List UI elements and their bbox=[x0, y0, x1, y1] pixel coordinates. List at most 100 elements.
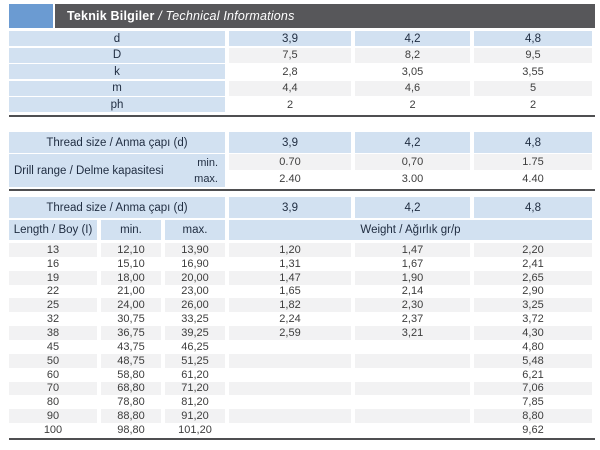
dim-label-cell: ph bbox=[9, 97, 225, 112]
max-cell: 23,00 bbox=[165, 284, 225, 299]
weight-cell bbox=[355, 423, 470, 437]
max-cell: 81,20 bbox=[165, 395, 225, 410]
length-cell: 16 bbox=[9, 256, 97, 271]
weight-cell bbox=[355, 353, 470, 368]
page-title-translation: / Technical Informations bbox=[154, 9, 295, 23]
weight-cell: 3,25 bbox=[474, 298, 592, 313]
min-header-cell: min. bbox=[101, 220, 161, 240]
max-cell: 46,25 bbox=[165, 339, 225, 354]
drill-min-cell: 0.70 bbox=[229, 154, 351, 170]
divider-rule bbox=[9, 189, 595, 191]
size-header-cell: 4,8 bbox=[474, 197, 592, 218]
table-row: 22 21,00 23,00 1,65 2,14 2,90 bbox=[9, 284, 592, 299]
min-cell: 15,10 bbox=[101, 256, 161, 271]
dimensions-table: d 3,9 4,2 4,8 D 7,5 8,2 9,5 k 2,8 3,05 3… bbox=[9, 31, 592, 112]
weight-cell bbox=[355, 339, 470, 354]
drill-max-cell: 4.40 bbox=[474, 171, 592, 187]
spec-value-cell: 5 bbox=[474, 80, 592, 96]
max-cell: 91,20 bbox=[165, 409, 225, 424]
min-cell: 12,10 bbox=[101, 243, 161, 257]
min-cell: 78,80 bbox=[101, 395, 161, 410]
table-row: 38 36,75 39,25 2,59 3,21 4,30 bbox=[9, 326, 592, 340]
weight-cell: 4,80 bbox=[474, 339, 592, 354]
max-cell: 71,20 bbox=[165, 381, 225, 396]
table-row: 90 88,80 91,20 8,80 bbox=[9, 409, 592, 424]
weight-cell bbox=[229, 353, 351, 368]
max-cell: 61,20 bbox=[165, 367, 225, 382]
table-row: 13 12,10 13,90 1,20 1,47 2,20 bbox=[9, 243, 592, 257]
dim-label-cell: d bbox=[9, 31, 225, 46]
weight-cell: 3,72 bbox=[474, 312, 592, 327]
drill-max-cell: 3.00 bbox=[355, 171, 470, 187]
weight-cell: 1,82 bbox=[229, 298, 351, 313]
table-row: 80 78,80 81,20 7,85 bbox=[9, 395, 592, 410]
min-cell: 58,80 bbox=[101, 367, 161, 382]
weight-cell bbox=[229, 423, 351, 437]
length-cell: 80 bbox=[9, 395, 97, 410]
table-row: 32 30,75 33,25 2,24 2,37 3,72 bbox=[9, 312, 592, 327]
spec-value-cell: 3,55 bbox=[474, 64, 592, 79]
min-cell: 98,80 bbox=[101, 423, 161, 437]
min-cell: 68,80 bbox=[101, 381, 161, 396]
drill-range-label-cell: Drill range / Delme kapasitesi min. max. bbox=[9, 154, 225, 187]
max-cell: 26,00 bbox=[165, 298, 225, 313]
drill-min-cell: 0,70 bbox=[355, 154, 470, 170]
size-header-cell: 4,8 bbox=[474, 31, 592, 46]
length-cell: 60 bbox=[9, 367, 97, 382]
weight-cell: 2,24 bbox=[229, 312, 351, 327]
weight-cell: 2,30 bbox=[355, 298, 470, 313]
weight-cell: 5,48 bbox=[474, 353, 592, 368]
weight-cell: 2,20 bbox=[474, 243, 592, 257]
weight-cell bbox=[355, 381, 470, 396]
table-row: 70 68,80 71,20 7,06 bbox=[9, 381, 592, 396]
max-header-cell: max. bbox=[165, 220, 225, 240]
size-header-cell: 4,8 bbox=[474, 132, 592, 153]
weight-cell: 1,67 bbox=[355, 256, 470, 271]
dim-label-cell: m bbox=[9, 80, 225, 96]
length-cell: 45 bbox=[9, 339, 97, 354]
spec-value-cell: 4,4 bbox=[229, 80, 351, 96]
size-header-cell: 4,2 bbox=[355, 132, 470, 153]
max-cell: 13,90 bbox=[165, 243, 225, 257]
drill-min-cell: 1.75 bbox=[474, 154, 592, 170]
dim-label-cell: D bbox=[9, 47, 225, 63]
weight-cell: 1,47 bbox=[229, 270, 351, 285]
length-cell: 90 bbox=[9, 409, 97, 424]
thread-size-header-cell: Thread size / Anma çapı (d) bbox=[9, 197, 225, 218]
thread-size-header-cell: Thread size / Anma çapı (d) bbox=[9, 132, 225, 153]
weight-cell bbox=[229, 339, 351, 354]
table-row: 60 58,80 61,20 6,21 bbox=[9, 367, 592, 382]
dim-label-cell: k bbox=[9, 64, 225, 79]
length-cell: 22 bbox=[9, 284, 97, 299]
length-cell: 19 bbox=[9, 270, 97, 285]
size-header-cell: 3,9 bbox=[229, 197, 351, 218]
page-header: Teknik Bilgiler / Technical Informations bbox=[9, 4, 595, 28]
spec-value-cell: 4,6 bbox=[355, 80, 470, 96]
length-cell: 32 bbox=[9, 312, 97, 327]
weight-cell: 9,62 bbox=[474, 423, 592, 437]
max-cell: 16,90 bbox=[165, 256, 225, 271]
min-cell: 18,00 bbox=[101, 270, 161, 285]
weight-cell: 1,31 bbox=[229, 256, 351, 271]
max-cell: 51,25 bbox=[165, 353, 225, 368]
spec-value-cell: 2 bbox=[474, 97, 592, 112]
table-row: 16 15,10 16,90 1,31 1,67 2,41 bbox=[9, 256, 592, 271]
divider-rule bbox=[9, 438, 595, 440]
weight-cell: 2,14 bbox=[355, 284, 470, 299]
table-row: 19 18,00 20,00 1,47 1,90 2,65 bbox=[9, 270, 592, 285]
weight-table-header: Thread size / Anma çapı (d) 3,9 4,2 4,8 … bbox=[9, 197, 592, 240]
max-label: max. bbox=[194, 172, 218, 185]
spec-value-cell: 8,2 bbox=[355, 47, 470, 63]
weight-cell: 2,59 bbox=[229, 326, 351, 340]
length-cell: 100 bbox=[9, 423, 97, 437]
min-cell: 21,00 bbox=[101, 284, 161, 299]
max-cell: 101,20 bbox=[165, 423, 225, 437]
weight-table-body: 13 12,10 13,90 1,20 1,47 2,20 16 15,10 1… bbox=[9, 243, 592, 437]
spec-value-cell: 3,05 bbox=[355, 64, 470, 79]
min-cell: 36,75 bbox=[101, 326, 161, 340]
spec-value-cell: 9,5 bbox=[474, 47, 592, 63]
size-header-cell: 3,9 bbox=[229, 132, 351, 153]
weight-cell: 2,41 bbox=[474, 256, 592, 271]
size-header-cell: 4,2 bbox=[355, 31, 470, 46]
min-cell: 30,75 bbox=[101, 312, 161, 327]
